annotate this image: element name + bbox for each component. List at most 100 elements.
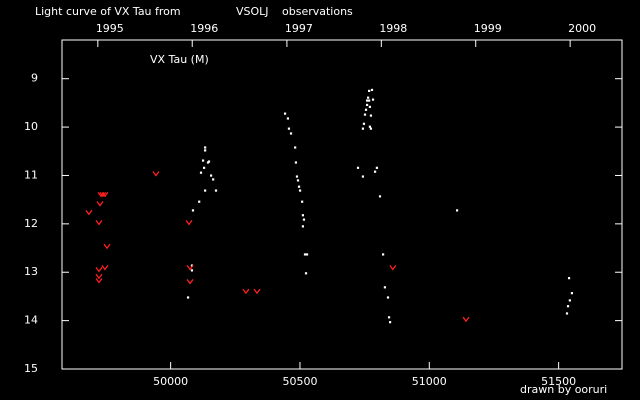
observation-dot xyxy=(388,321,392,324)
observation-dot xyxy=(304,272,308,275)
annotation: VX Tau (M) xyxy=(150,53,209,66)
observation-dot xyxy=(190,264,194,267)
x-tick-label: 50500 xyxy=(282,375,317,388)
observation-dot xyxy=(369,114,373,117)
x2-tick-label: 2000 xyxy=(568,22,596,35)
y-tick-label: 12 xyxy=(24,217,38,230)
upper-limit-marker xyxy=(99,191,107,198)
observation-dot xyxy=(375,166,378,169)
y-tick-label: 9 xyxy=(31,72,38,85)
observation-dot xyxy=(378,195,382,198)
upper-limit-marker xyxy=(96,201,104,207)
observation-dot xyxy=(371,98,375,101)
observation-dot xyxy=(294,161,298,164)
observation-dot xyxy=(198,200,201,203)
observation-dot xyxy=(301,200,304,203)
observation-dot xyxy=(368,99,371,102)
observation-dot xyxy=(567,277,571,280)
observation-dot xyxy=(366,96,370,99)
observation-dot xyxy=(201,159,205,162)
observation-dot xyxy=(370,88,374,92)
observation-dot xyxy=(301,214,305,217)
observation-dot xyxy=(301,225,305,228)
observation-dot xyxy=(305,253,309,256)
observation-dot xyxy=(383,286,387,289)
x2-tick-label: 1998 xyxy=(379,22,407,35)
observation-dot xyxy=(363,113,367,116)
observation-dot xyxy=(286,117,290,120)
x-tick-label: 51000 xyxy=(412,375,447,388)
upper-limit-marker xyxy=(242,288,250,295)
upper-limit-marker xyxy=(152,171,160,177)
observation-dot xyxy=(203,166,206,169)
observation-dot xyxy=(566,305,570,308)
credit: drawn by ooruri xyxy=(520,383,607,396)
y-tick-label: 11 xyxy=(24,168,38,181)
x2-tick-label: 1999 xyxy=(474,22,502,35)
observation-dot xyxy=(204,146,207,149)
observation-dot xyxy=(361,175,365,178)
observation-dot xyxy=(190,269,194,272)
observation-dot xyxy=(361,127,365,130)
upper-limit-marker xyxy=(95,278,103,284)
x2-tick-label: 1995 xyxy=(96,22,124,35)
observation-dot xyxy=(283,112,287,115)
observation-dot xyxy=(387,316,391,319)
observation-dot xyxy=(455,209,459,212)
upper-limit-marker xyxy=(95,220,103,226)
upper-limit-marker xyxy=(101,191,109,198)
observation-dot xyxy=(303,253,307,256)
observation-dot xyxy=(297,185,301,188)
observation-dot xyxy=(295,175,299,178)
x2-tick-label: 1997 xyxy=(285,22,313,35)
x2-tick-label: 1996 xyxy=(190,22,218,35)
observation-dot xyxy=(199,171,203,174)
upper-limit-marker xyxy=(186,279,194,285)
observation-dot xyxy=(369,127,373,130)
observation-dot xyxy=(287,127,291,130)
observation-dot xyxy=(209,174,213,177)
observation-dot xyxy=(356,166,360,169)
chart-title-suffix: observations xyxy=(282,5,353,18)
y-tick-label: 10 xyxy=(24,120,38,133)
observation-dot xyxy=(214,189,218,192)
upper-limit-marker xyxy=(95,273,103,280)
x-tick-label: 50000 xyxy=(153,375,188,388)
y-tick-label: 13 xyxy=(24,265,38,278)
observation-dot xyxy=(362,122,366,125)
upper-limit-marker xyxy=(85,209,93,216)
observation-dot xyxy=(302,218,306,221)
y-tick-label: 15 xyxy=(24,362,38,375)
observation-dot xyxy=(381,253,385,256)
observation-dot xyxy=(289,132,293,135)
observation-dot xyxy=(368,89,371,93)
observation-dot xyxy=(204,149,207,152)
observation-dot xyxy=(298,189,302,192)
chart-source: VSOLJ xyxy=(236,5,269,18)
observation-dot xyxy=(365,103,369,107)
observation-dot xyxy=(186,296,190,299)
observation-dot xyxy=(212,178,215,181)
upper-limit-marker xyxy=(186,265,194,271)
upper-limit-marker xyxy=(101,265,109,271)
upper-limit-marker xyxy=(389,265,397,271)
y-tick-label: 14 xyxy=(24,314,38,327)
observation-dot xyxy=(365,99,369,102)
observation-dot xyxy=(386,296,390,299)
upper-limit-marker xyxy=(185,220,193,226)
x-tick-label: 51500 xyxy=(541,375,576,388)
observation-dot xyxy=(364,108,368,111)
observation-dot xyxy=(294,146,297,149)
observation-dot xyxy=(368,125,372,128)
observation-dot xyxy=(373,170,377,173)
observation-dot xyxy=(296,179,300,182)
observation-dot xyxy=(570,292,574,295)
upper-limit-marker xyxy=(95,266,103,273)
upper-limit-marker xyxy=(253,288,261,295)
plot-frame xyxy=(61,39,623,370)
observation-dot xyxy=(565,312,569,315)
observation-dot xyxy=(191,209,195,212)
